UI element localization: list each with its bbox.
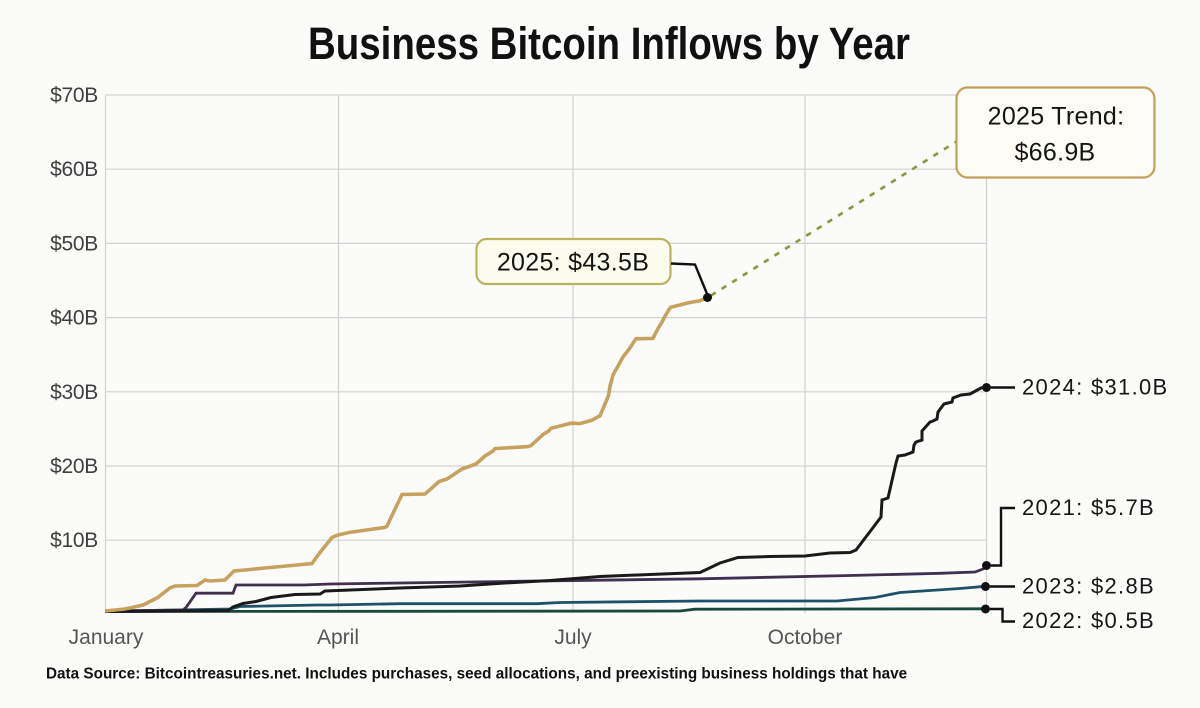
svg-text:$20B: $20B bbox=[50, 455, 98, 478]
svg-text:2022: $0.5B: 2022: $0.5B bbox=[1022, 608, 1155, 633]
svg-text:2023: $2.8B: 2023: $2.8B bbox=[1022, 574, 1155, 599]
svg-text:2025 Trend:: 2025 Trend: bbox=[988, 103, 1125, 131]
svg-text:October: October bbox=[768, 626, 843, 649]
svg-text:$30B: $30B bbox=[50, 381, 98, 404]
svg-text:April: April bbox=[317, 626, 359, 649]
svg-text:$50B: $50B bbox=[50, 232, 98, 255]
svg-text:$40B: $40B bbox=[50, 307, 98, 330]
svg-text:Business Bitcoin Inflows by Ye: Business Bitcoin Inflows by Year bbox=[308, 18, 910, 69]
svg-text:July: July bbox=[554, 626, 592, 649]
svg-text:$10B: $10B bbox=[50, 529, 98, 552]
svg-text:$70B: $70B bbox=[50, 84, 98, 107]
svg-text:2025: $43.5B: 2025: $43.5B bbox=[497, 249, 649, 277]
svg-text:$66.9B: $66.9B bbox=[1014, 139, 1095, 167]
svg-text:Data Source: Bitcointreasuries: Data Source: Bitcointreasuries.net. Incl… bbox=[46, 666, 907, 683]
svg-text:2021: $5.7B: 2021: $5.7B bbox=[1022, 495, 1155, 520]
svg-text:2024: $31.0B: 2024: $31.0B bbox=[1022, 375, 1169, 400]
svg-text:January: January bbox=[69, 626, 144, 649]
svg-text:$60B: $60B bbox=[50, 158, 98, 181]
